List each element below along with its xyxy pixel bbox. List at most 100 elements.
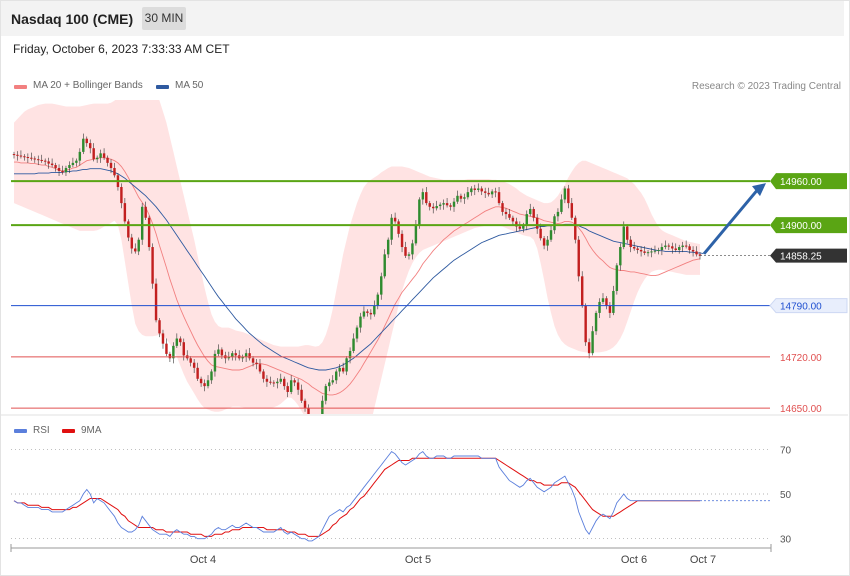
candle-body — [220, 349, 224, 356]
candle-body — [639, 249, 643, 252]
candle-body — [61, 170, 64, 173]
candle-body — [213, 353, 217, 372]
candle-body — [341, 367, 345, 372]
candle-body — [130, 237, 134, 249]
target-arrow-shaft — [702, 188, 760, 255]
ma20-legend-swatch — [14, 85, 27, 89]
candle-body — [276, 381, 279, 384]
candle-body — [19, 155, 23, 157]
candle-body — [518, 226, 522, 229]
candle-body — [30, 157, 33, 159]
candle-body — [54, 165, 57, 168]
candle-body — [78, 151, 82, 161]
candle-body — [570, 203, 574, 218]
candle-body — [560, 199, 563, 212]
candle-body — [165, 343, 168, 354]
candle-body — [393, 217, 397, 222]
candle-body — [47, 161, 50, 164]
candle-body — [217, 349, 220, 354]
candle-body — [549, 230, 553, 240]
candle-body — [445, 203, 449, 206]
level-tag-14790.00 — [769, 298, 848, 314]
candle-body — [425, 192, 428, 204]
candle-body — [283, 378, 286, 387]
candle-body — [380, 276, 383, 295]
candle-body — [151, 247, 154, 284]
candle-body — [574, 217, 577, 240]
candle-body — [289, 380, 293, 392]
candle-body — [331, 380, 334, 383]
candle-body — [75, 160, 78, 163]
candle-body — [95, 157, 99, 160]
candle-body — [529, 208, 532, 215]
candle-body — [158, 320, 161, 334]
candle-body — [140, 206, 144, 240]
candle-body — [258, 364, 262, 372]
candle-body — [432, 206, 435, 209]
candle-body — [428, 203, 431, 207]
candle-body — [667, 245, 671, 247]
candle-body — [587, 342, 591, 354]
rsi-legend-swatch — [14, 429, 27, 433]
candle-body — [99, 153, 102, 158]
candle-body — [43, 160, 47, 162]
candle-body — [414, 225, 418, 244]
candle-body — [442, 203, 445, 205]
candle-body — [397, 221, 400, 234]
chart-datetime: Friday, October 6, 2023 7:33:33 AM CET — [13, 42, 230, 56]
candle-body — [50, 163, 54, 166]
chart-header — [1, 1, 844, 36]
candle-body — [546, 239, 549, 246]
candle-body — [386, 239, 390, 255]
candle-body — [660, 247, 664, 250]
candle-body — [338, 367, 341, 372]
candle-body — [477, 188, 480, 190]
level-value-14650.00: 14650.00 — [780, 404, 822, 415]
candle-body — [324, 386, 328, 401]
candle-body — [203, 383, 206, 387]
level-tag-14900.00 — [770, 217, 847, 234]
candle-body — [452, 201, 456, 207]
candle-body — [147, 217, 151, 248]
candle-body — [265, 378, 269, 382]
ma50-legend-label: MA 50 — [175, 80, 204, 91]
candle-body — [542, 238, 546, 246]
candle-body — [189, 358, 192, 363]
candle-body — [577, 239, 580, 277]
candle-body — [657, 249, 660, 251]
candle-body — [598, 301, 601, 313]
candle-body — [106, 157, 109, 163]
candle-body — [535, 217, 539, 229]
candle-body — [179, 338, 182, 343]
candle-body — [466, 192, 470, 198]
target-arrow-head — [752, 183, 766, 197]
candle-body — [206, 380, 210, 387]
candle-body — [318, 420, 320, 430]
candle-body — [511, 217, 515, 222]
candle-body — [127, 221, 130, 238]
candle-body — [376, 294, 380, 306]
candle-body — [646, 252, 650, 254]
x-tick-oct-4: Oct 4 — [190, 554, 216, 566]
ma20-line — [14, 157, 701, 396]
candle-body — [684, 245, 688, 247]
candle-body — [622, 226, 625, 248]
candle-body — [33, 158, 37, 160]
candle-body — [483, 191, 487, 193]
candle-body — [463, 197, 466, 199]
candle-body — [615, 265, 619, 291]
candle-body — [681, 245, 684, 248]
candle-body — [16, 154, 19, 156]
x-tick-oct-7: Oct 7 — [690, 554, 716, 566]
candle-body — [231, 353, 234, 357]
candle-body — [653, 250, 657, 252]
timeframe-button[interactable]: 30 MIN — [142, 7, 186, 30]
candle-body — [348, 350, 352, 359]
candle-body — [411, 243, 414, 255]
candle-body — [255, 362, 258, 365]
candle-body — [57, 167, 61, 171]
candle-body — [369, 312, 373, 315]
candle-body — [497, 192, 501, 204]
candle-body — [591, 331, 594, 354]
candle-body — [199, 378, 203, 384]
